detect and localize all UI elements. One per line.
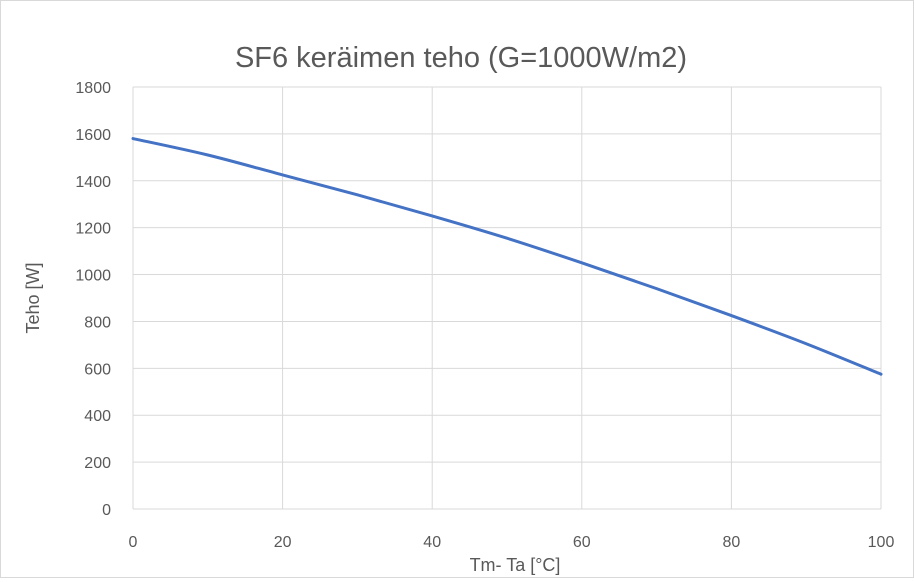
y-tick-label: 1600 <box>75 127 111 144</box>
x-tick-label: 40 <box>423 534 441 551</box>
y-axis-label: Teho [W] <box>23 262 43 333</box>
chart-title: SF6 keräimen teho (G=1000W/m2) <box>235 42 687 74</box>
gridlines <box>132 86 882 510</box>
y-tick-label: 1200 <box>75 221 111 238</box>
x-tick-label: 20 <box>274 534 292 551</box>
x-tick-label: 100 <box>868 534 895 551</box>
y-axis-ticks: 0 200 400 600 800 1000 1200 1400 1600 1800 <box>75 80 111 519</box>
y-tick-label: 1400 <box>75 174 111 191</box>
y-tick-label: 0 <box>102 502 111 519</box>
y-tick-label: 400 <box>84 408 111 425</box>
x-axis-label: Tm- Ta [°C] <box>470 555 561 575</box>
x-tick-label: 80 <box>723 534 741 551</box>
series-group <box>131 137 883 376</box>
y-tick-label: 1800 <box>75 80 111 97</box>
y-tick-label: 600 <box>84 361 111 378</box>
y-tick-label: 200 <box>84 455 111 472</box>
x-tick-label: 0 <box>129 534 138 551</box>
x-tick-label: 60 <box>573 534 591 551</box>
y-tick-label: 800 <box>84 314 111 331</box>
x-axis-ticks: 0 20 40 60 80 100 <box>129 534 895 551</box>
y-tick-label: 1000 <box>75 268 111 285</box>
series-line <box>131 137 883 376</box>
